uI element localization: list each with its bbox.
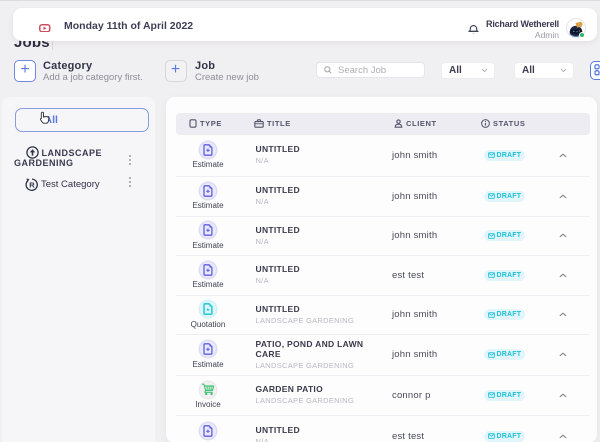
svg-text:R: R	[29, 180, 35, 189]
